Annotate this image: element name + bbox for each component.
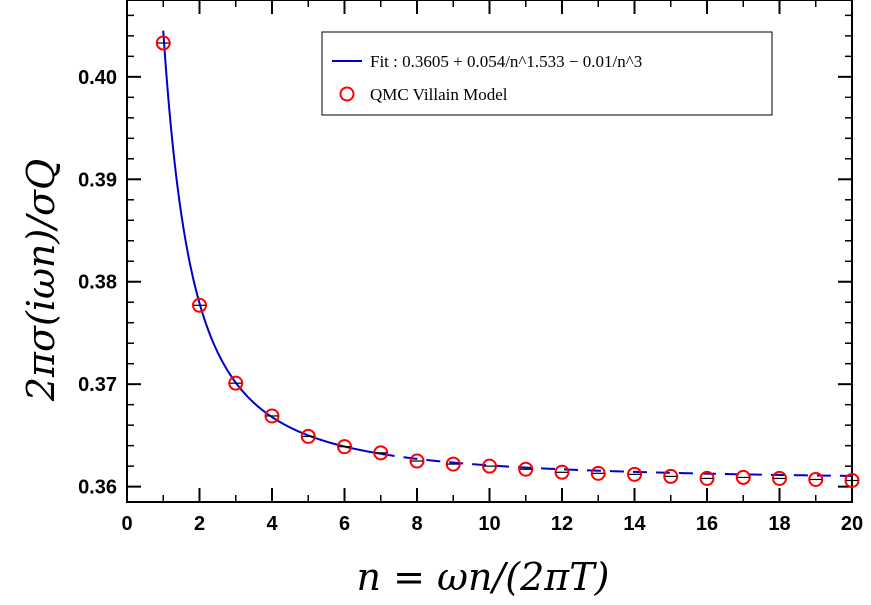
qmc-point (844, 472, 860, 488)
x-tick-label: 4 (266, 513, 278, 535)
qmc-markers (155, 35, 860, 488)
qmc-point (663, 468, 679, 484)
qmc-marker (772, 470, 787, 486)
legend-fit-label: Fit : 0.3605 + 0.054/n^1.533 − 0.01/n^3 (370, 52, 642, 71)
qmc-marker (192, 297, 207, 313)
qmc-point (155, 35, 171, 51)
qmc-marker (373, 445, 389, 461)
qmc-marker (155, 35, 171, 51)
y-tick-label: 0.38 (78, 272, 117, 294)
qmc-marker (627, 466, 642, 482)
qmc-marker (518, 461, 534, 477)
qmc-marker (264, 408, 280, 424)
legend: Fit : 0.3605 + 0.054/n^1.533 − 0.01/n^3 … (321, 31, 773, 116)
legend-qmc-label: QMC Villain Model (370, 85, 508, 104)
x-axis-title: n = ωn/(2πT) (357, 555, 610, 599)
x-tick-label: 12 (551, 513, 573, 535)
qmc-marker (735, 469, 751, 485)
qmc-marker (409, 453, 425, 469)
x-tick-label: 10 (478, 513, 500, 535)
qmc-marker (228, 375, 244, 391)
qmc-marker (445, 456, 461, 472)
qmc-marker (844, 472, 860, 488)
qmc-marker (808, 471, 824, 487)
qmc-marker (337, 439, 352, 455)
qmc-point (409, 453, 425, 469)
y-tick-label: 0.40 (78, 67, 117, 89)
x-tick-label: 18 (768, 513, 790, 535)
qmc-marker (699, 470, 715, 486)
qmc-point (373, 445, 389, 461)
y-tick-label: 0.39 (78, 169, 117, 191)
qmc-point (627, 466, 642, 482)
qmc-point (482, 458, 497, 474)
y-tick-label: 0.36 (78, 477, 117, 499)
qmc-point (300, 428, 316, 444)
x-tick-label: 20 (841, 513, 863, 535)
x-tick-label: 6 (339, 513, 350, 535)
qmc-marker (554, 464, 570, 480)
qmc-point (699, 470, 715, 486)
qmc-point (518, 461, 534, 477)
qmc-marker (482, 458, 497, 474)
qmc-point (264, 408, 280, 424)
qmc-point (445, 456, 461, 472)
x-tick-label: 2 (194, 513, 205, 535)
qmc-point (192, 297, 207, 313)
y-axis-title: 2πσ(iωn)/σQ (19, 159, 63, 402)
legend-box (321, 31, 773, 116)
axis-ticks: 0 2 4 6 8 10 12 14 16 18 20 0.36 0.37 0.38 0.39 0.40 (78, 0, 863, 535)
y-tick-label: 0.37 (78, 374, 117, 396)
qmc-point (554, 464, 570, 480)
qmc-point (228, 375, 244, 391)
x-tick-label: 8 (411, 513, 422, 535)
qmc-point (590, 465, 606, 481)
qmc-marker (590, 465, 606, 481)
x-tick-label: 0 (121, 513, 132, 535)
qmc-point (735, 469, 751, 485)
qmc-point (772, 470, 787, 486)
qmc-point (337, 439, 352, 455)
qmc-point (808, 471, 824, 487)
x-tick-label: 16 (696, 513, 718, 535)
legend-qmc-swatch (339, 86, 355, 102)
qmc-marker (663, 468, 679, 484)
x-tick-label: 14 (623, 513, 646, 535)
qmc-marker (300, 428, 316, 444)
